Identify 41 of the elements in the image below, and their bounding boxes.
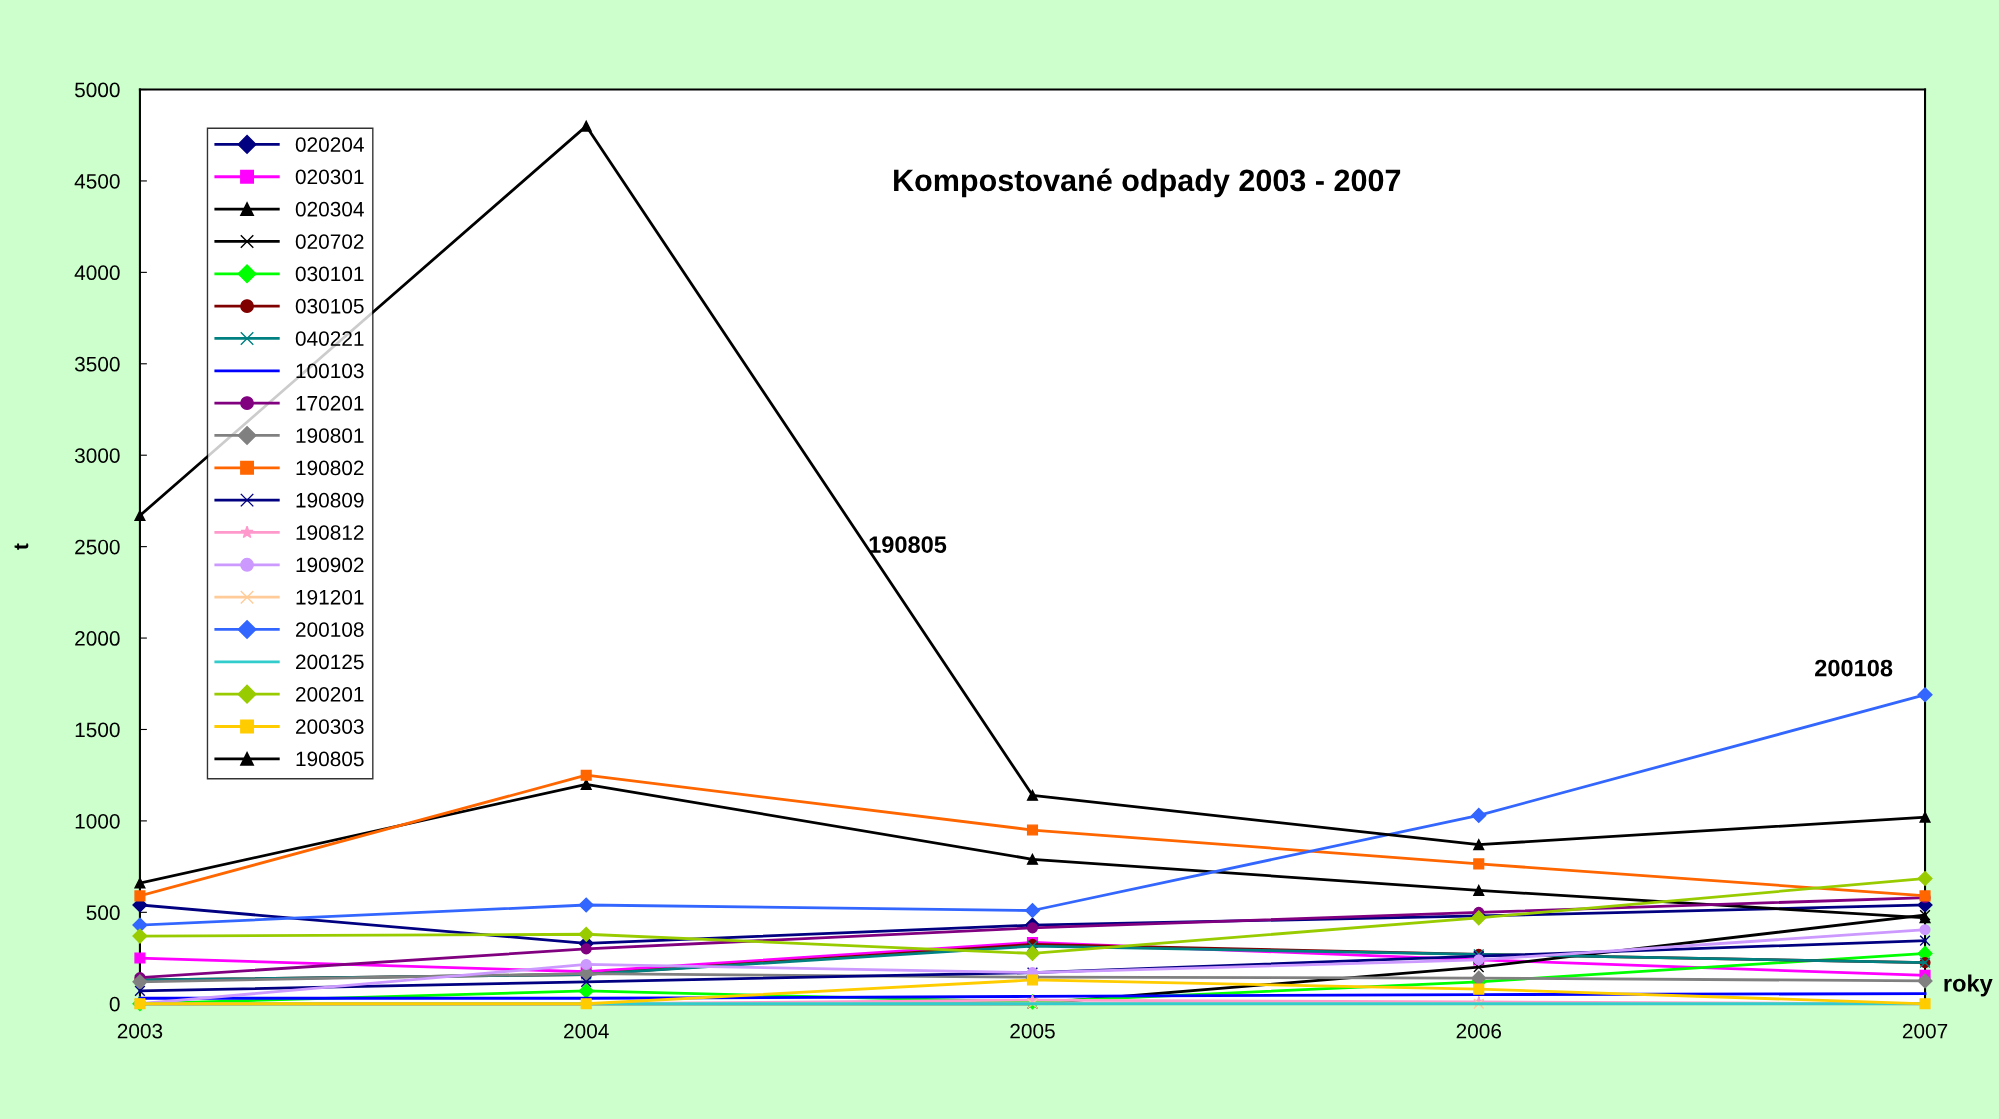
annotation: 200108 — [1815, 659, 1893, 677]
legend-label: 190809 — [296, 492, 364, 508]
x-tick-label: 2005 — [1010, 1023, 1055, 1039]
y-tick-label: 4500 — [74, 173, 120, 189]
legend-label: 040221 — [295, 331, 364, 346]
legend-label: 020304 — [295, 201, 364, 217]
legend-label: 100103 — [296, 363, 364, 379]
x-tick-label: 2007 — [1902, 1023, 1948, 1039]
legend-label: 030101 — [295, 266, 364, 282]
y-tick-label: 3500 — [74, 356, 120, 372]
x-axis-title: roky — [1944, 974, 1993, 997]
y-tick-label: 3000 — [74, 448, 120, 463]
legend-label: 200201 — [296, 686, 364, 702]
legend-label: 200125 — [296, 654, 364, 670]
legend-label: 190802 — [296, 460, 364, 476]
y-tick-label: 2000 — [75, 631, 120, 646]
legend-label: 020204 — [295, 137, 364, 152]
x-tick-label: 2006 — [1456, 1023, 1502, 1039]
legend-label: 020301 — [295, 169, 364, 185]
text: Kompostované odpady 2003 - 2007 — [894, 168, 1401, 198]
y-tick-label: 0 — [109, 996, 120, 1012]
y-tick-label: 5000 — [74, 82, 120, 98]
y-tick-label: 4000 — [74, 265, 120, 281]
legend-label: 190805 — [296, 751, 364, 767]
y-tick-label: 1000 — [75, 813, 120, 829]
y-tick-label: 2500 — [75, 539, 120, 555]
legend-label: 200303 — [296, 719, 364, 734]
legend-label: 200108 — [296, 622, 364, 637]
legend-label: 191201 — [296, 589, 364, 605]
x-tick-label: 2004 — [564, 1023, 609, 1039]
legend-label: 030105 — [295, 298, 364, 314]
x-tick-label: 2003 — [117, 1023, 163, 1039]
legend-label: 190812 — [296, 525, 364, 540]
y-tick-label: 1500 — [75, 722, 120, 738]
y-tick-label: 500 — [86, 905, 120, 921]
annotation: 190805 — [869, 536, 947, 553]
legend-label: 020702 — [295, 234, 364, 249]
legend-label: 170201 — [296, 395, 364, 411]
legend-label: 190902 — [296, 557, 364, 573]
legend-label: 190801 — [296, 428, 364, 443]
y-axis-title: t — [14, 543, 29, 550]
